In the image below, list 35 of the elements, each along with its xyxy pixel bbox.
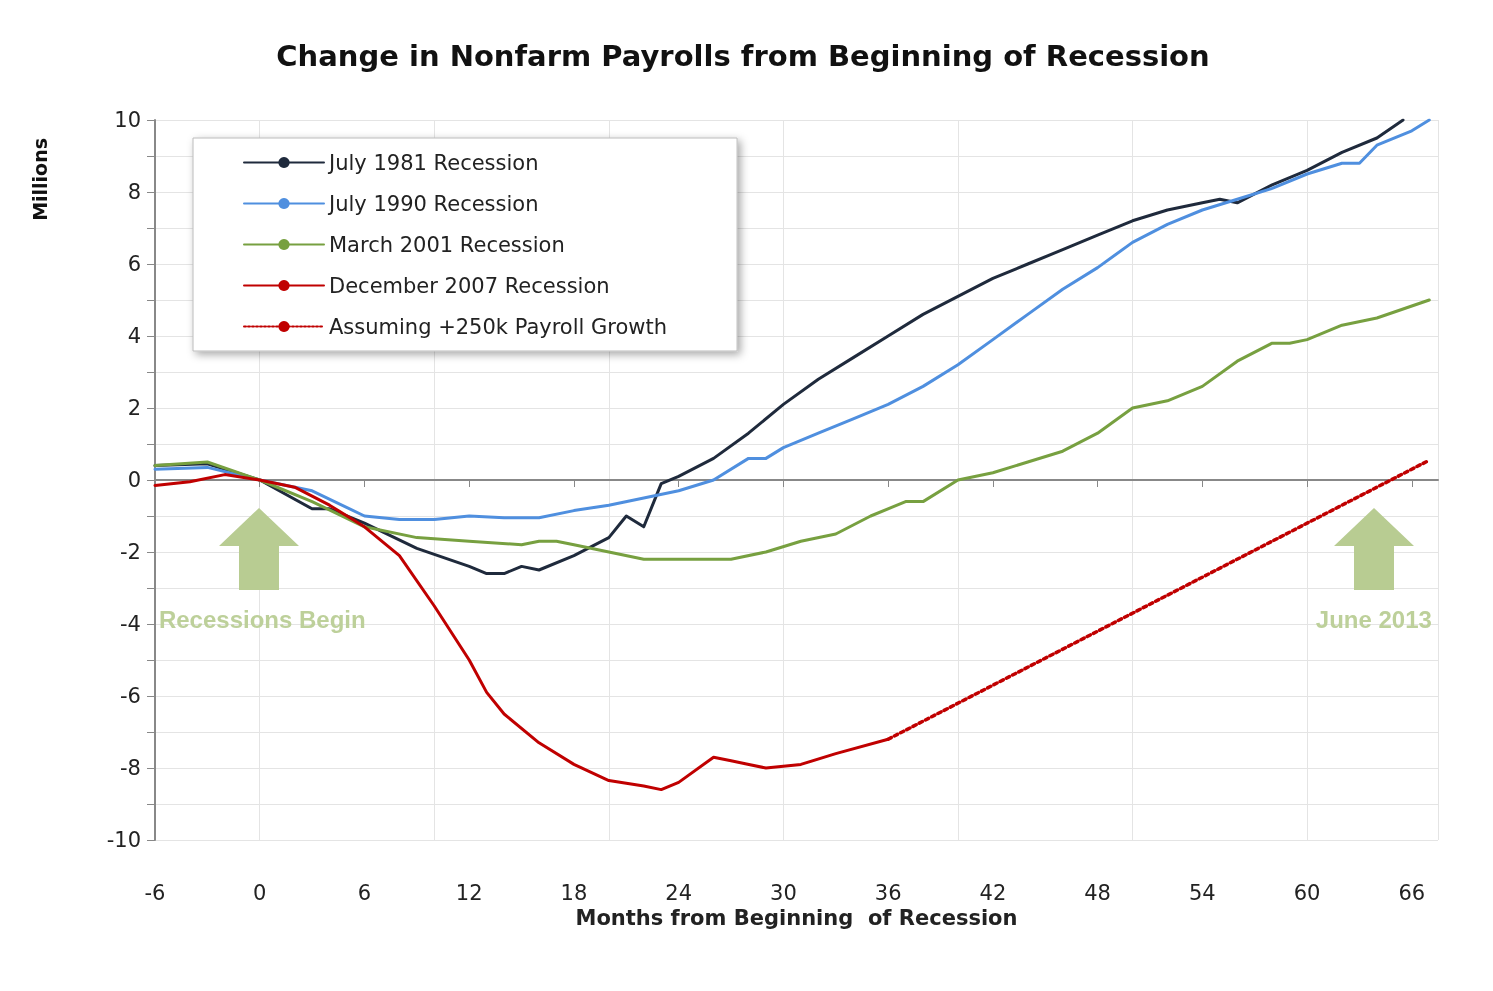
x-axis-title: Months from Beginning of Recession	[575, 906, 1018, 931]
line-series	[153, 298, 1431, 561]
annotation: Recessions Begin	[158, 606, 366, 635]
y-tick-label: -8	[120, 756, 141, 780]
legend-label: July 1990 Recession	[327, 191, 539, 216]
x-tick-label: 12	[455, 880, 483, 905]
y-tick-label: 10	[114, 108, 141, 132]
y-tick-label: 8	[127, 180, 141, 204]
y-tick-label: -2	[120, 540, 141, 564]
chart-title: Change in Nonfarm Payrolls from Beginning of Recession	[276, 38, 1210, 73]
y-tick-label: 4	[127, 324, 141, 348]
y-tick-label: 0	[127, 468, 141, 492]
x-tick-label: -6	[144, 880, 166, 905]
x-tick-label: 30	[770, 880, 797, 905]
x-tick-label: 6	[357, 880, 372, 905]
y-tick-label: 6	[127, 252, 141, 276]
x-tick-label: 24	[665, 880, 693, 905]
x-tick-label: 36	[874, 880, 902, 905]
legend-label: Assuming +250k Payroll Growth	[329, 314, 668, 339]
legend-label: December 2007 Recession	[329, 273, 610, 298]
y-tick-label: -6	[120, 684, 141, 708]
legend-label: July 1981 Recession	[327, 150, 539, 175]
x-tick-label: 54	[1188, 880, 1216, 905]
x-tick-label: 42	[979, 880, 1007, 905]
y-axis-title: Millions	[28, 137, 51, 221]
x-tick-label: 48	[1084, 880, 1111, 905]
y-tick-label: -10	[106, 828, 141, 852]
annotation: June 2013	[1314, 606, 1433, 635]
legend-label: March 2001 Recession	[329, 232, 565, 257]
x-tick-label: 60	[1293, 880, 1321, 905]
x-tick-label: 18	[560, 880, 588, 905]
y-tick-label: -4	[120, 612, 141, 636]
x-tick-label: 66	[1398, 880, 1426, 905]
y-tick-label: 2	[127, 396, 141, 420]
x-tick-label: 0	[253, 880, 267, 905]
